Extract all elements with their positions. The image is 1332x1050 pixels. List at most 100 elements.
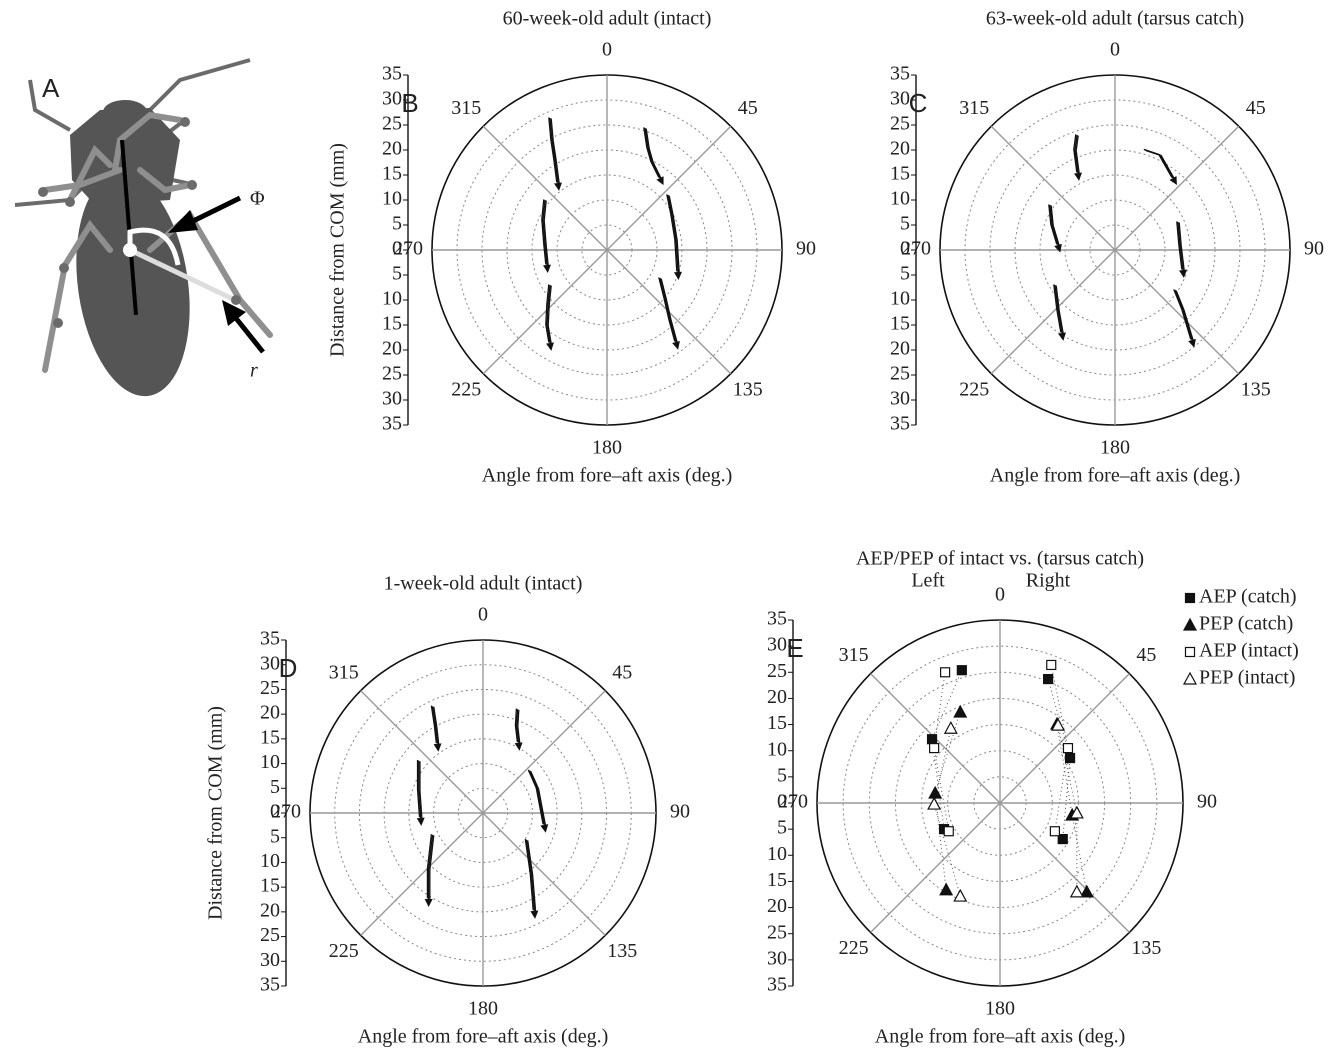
angle-label: 315 [959,97,989,119]
radial-tick-label: 5 [777,764,787,786]
radial-tick-label: 10 [382,188,402,210]
spoke [360,812,484,936]
polar-chart: 0459013518022527031505510101515202025253… [890,8,1324,487]
radial-tick-label: 5 [270,776,280,798]
x-axis-label: Angle from fore–aft axis (deg.) [358,1026,608,1048]
arrowhead [433,743,442,752]
marker-triangle [939,882,954,896]
radial-tick-label: 25 [890,363,910,385]
arrowhead [530,910,539,919]
angle-label: 90 [1197,791,1217,813]
radial-tick-label: 5 [900,263,910,285]
connector [1047,678,1071,840]
leg-trace [433,706,440,745]
connector [933,728,961,897]
radial-tick-label: 15 [382,163,402,185]
legend-label: AEP (catch) [1199,586,1297,608]
radial-tick-label: 25 [890,113,910,135]
radial-tick-label: 15 [890,313,910,335]
radial-tick-label: 15 [260,726,280,748]
radial-tick-label: 5 [392,213,402,235]
leg-trace [548,117,558,183]
angle-label: 180 [468,998,498,1020]
marker-square [1049,826,1061,837]
leg-trace [430,705,437,744]
y-axis-label: Distance from COM (mm) [327,143,349,357]
leg-trace [547,285,552,344]
leg-trace [658,277,676,342]
radial-tick-label: 35 [260,628,280,650]
leg-trace [1074,134,1079,174]
leg-trace [524,838,534,911]
angle-label: 315 [329,661,359,683]
radial-tick-label: 20 [260,702,280,724]
leg-trace [1143,148,1173,178]
angle-label: 90 [1304,238,1324,260]
radial-tick-label: 5 [392,263,402,285]
radial-tick-label: 35 [382,413,402,435]
angle-label: 135 [1241,378,1271,400]
x-axis-label: Angle from fore–aft axis (deg.) [990,465,1240,487]
spoke [360,690,484,814]
radial-tick-label: 30 [890,88,910,110]
angle-symbol: Φ [250,188,265,210]
angle-label: 45 [612,661,632,683]
radial-tick-label: 25 [260,924,280,946]
radial-tick-label: 15 [890,163,910,185]
legend-marker [1182,617,1198,631]
polar-chart: 0459013518022527031505510101515202025253… [205,573,690,1048]
radial-tick-label: 35 [890,413,910,435]
radial-tick-label: 0 [900,238,910,260]
y-axis-label: Distance from COM (mm) [205,706,227,920]
marker-square [1064,752,1076,764]
legend-label: PEP (catch) [1199,613,1293,635]
radial-tick-label: 10 [767,738,787,760]
leg-trace [541,199,547,265]
leg-trace [514,708,519,743]
radial-tick-label: 5 [777,817,787,839]
marker-triangle [953,704,968,718]
spoke [606,125,732,251]
side-label: Right [1026,570,1071,592]
legend-marker [1182,671,1198,685]
radial-tick-label: 30 [382,88,402,110]
radial-tick-label: 15 [382,313,402,335]
leg-trace [667,194,679,273]
angle-label: 0 [602,39,612,61]
leg-trace [418,760,422,818]
leg-trace [416,760,421,818]
marker-triangle [953,888,968,902]
arrowhead [554,182,562,191]
leg-trace [644,127,661,179]
legend-marker [1184,592,1196,604]
leg-trace [1073,134,1078,173]
marker-triangle [927,796,942,810]
arrowhead [514,742,523,751]
radial-tick-label: 35 [890,63,910,85]
leg-trace [515,709,520,743]
polar-chart: 0459013518022527031505510101515202025253… [767,548,1299,1048]
angle-label: 135 [607,940,637,962]
marker-triangle [1051,717,1066,731]
marker-square [939,667,951,678]
marker-triangle [1069,884,1084,898]
chart-title: 63-week-old adult (tarsus catch) [986,8,1244,30]
radial-tick-label: 15 [767,869,787,891]
leg-trace [525,839,536,911]
panel-label: B [401,88,418,118]
legend-marker [1184,646,1196,658]
leg-trace [1174,289,1193,341]
radial-tick-label: 10 [260,751,280,773]
radial-tick-label: 30 [890,388,910,410]
radial-tick-label: 30 [260,652,280,674]
marker-triangle [1079,884,1094,898]
angle-label: 90 [796,238,816,260]
chart-title: 60-week-old adult (intact) [503,8,712,30]
arrowhead [540,824,549,833]
angle-label: 180 [592,437,622,459]
arrowhead [1058,332,1066,341]
leg-trace [1048,204,1058,245]
leg-trace [1173,289,1192,340]
marker-square [1046,659,1057,671]
radial-tick-label: 25 [260,677,280,699]
